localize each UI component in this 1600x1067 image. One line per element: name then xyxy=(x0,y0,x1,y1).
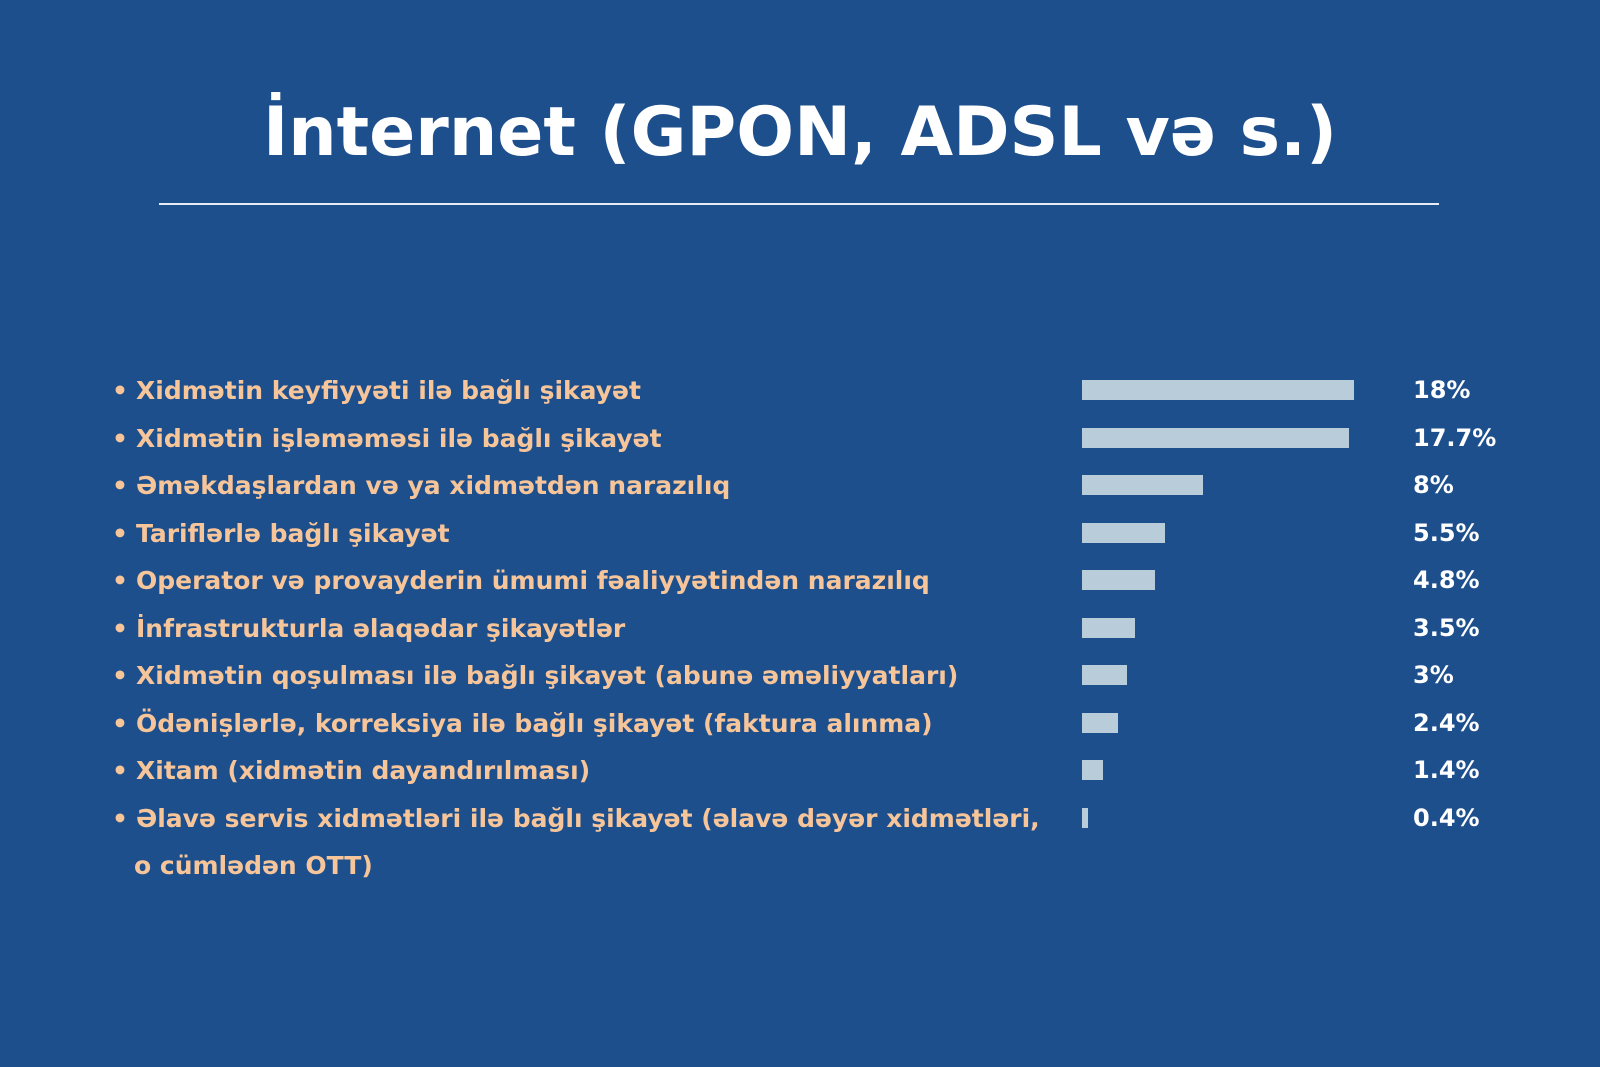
value-label: 8% xyxy=(1413,471,1454,499)
chart-row: • Əlavə servis xidmətləri ilə bağlı şikay… xyxy=(0,795,1600,880)
category-label-line: Ödənişlərlə, korreksiya ilə bağlı şikayə… xyxy=(136,708,933,738)
category-label-line: Xidmətin qoşulması ilə bağlı şikayət (ab… xyxy=(136,661,959,690)
chart-row: • Əməkdaşlardan və ya xidmətdən narazılıq… xyxy=(0,462,1600,509)
chart-row: • Tariflərlə bağlı şikayət 5.5% xyxy=(0,510,1600,557)
chart-title: İnternet (GPON, ADSL və s.) xyxy=(262,93,1338,172)
title-divider xyxy=(159,203,1439,205)
value-label: 3% xyxy=(1413,661,1454,689)
category-label: • Əməkdaşlardan və ya xidmətdən narazılıq xyxy=(112,462,1062,509)
bar xyxy=(1082,522,1166,543)
category-label: • İnfrastrukturla əlaqədar şikayətlər xyxy=(112,605,1062,652)
category-label-line: o cümlədən OTT) xyxy=(134,850,373,880)
chart-row: • İnfrastrukturla əlaqədar şikayətlər 3.5% xyxy=(0,605,1600,652)
bullet-icon: • xyxy=(112,756,128,785)
chart-row: • Ödənişlərlə, korreksiya ilə bağlı şikay… xyxy=(0,700,1600,747)
bar xyxy=(1082,475,1203,495)
category-label: • Ödənişlərlə, korreksiya ilə bağlı şikay… xyxy=(112,700,1062,747)
category-label: • Əlavə servis xidmətləri ilə bağlı şikay… xyxy=(112,795,1062,889)
category-label-line: İnfrastrukturla əlaqədar şikayətlər xyxy=(136,613,626,643)
bullet-icon: • xyxy=(112,661,128,690)
bar xyxy=(1082,712,1119,733)
category-label: • Xidmətin keyfiyyəti ilə bağlı şikayət xyxy=(112,367,1062,414)
bar xyxy=(1082,807,1089,828)
value-label: 3.5% xyxy=(1413,613,1480,642)
bar xyxy=(1082,760,1104,780)
chart-row: • Xidmətin keyfiyyəti ilə bağlı şikayət 18… xyxy=(0,367,1600,414)
category-label-line: Xidmətin keyfiyyəti ilə bağlı şikayət xyxy=(136,376,641,405)
category-label: • Xitam (xidmətin dayandırılması) xyxy=(112,747,1062,794)
category-label: • Xidmətin qoşulması ilə bağlı şikayət (a… xyxy=(112,652,1062,699)
value-label: 4.8% xyxy=(1413,566,1480,594)
chart-row: • Xidmətin işləməməsi ilə bağlı şikayət 17… xyxy=(0,415,1600,462)
bar xyxy=(1082,570,1155,590)
bullet-icon: • xyxy=(112,518,128,548)
category-label-line: Əməkdaşlardan və ya xidmətdən narazılıq xyxy=(136,471,731,500)
chart-row: • Operator və provayderin ümumi fəaliyyət… xyxy=(0,557,1600,604)
value-label: 18% xyxy=(1413,376,1471,404)
chart-row: • Xidmətin qoşulması ilə bağlı şikayət (a… xyxy=(0,652,1600,699)
bullet-icon: • xyxy=(112,803,128,833)
value-label: 5.5% xyxy=(1413,518,1480,547)
bullet-icon: • xyxy=(112,708,128,738)
value-label: 1.4% xyxy=(1413,756,1480,784)
bullet-icon: • xyxy=(112,566,128,595)
category-label-line: Operator və provayderin ümumi fəaliyyəti… xyxy=(136,566,930,595)
category-label-line: Xidmətin işləməməsi ilə bağlı şikayət xyxy=(136,423,662,453)
bar xyxy=(1082,665,1128,685)
bullet-icon: • xyxy=(112,423,128,453)
category-label: • Xidmətin işləməməsi ilə bağlı şikayət xyxy=(112,415,1062,462)
value-label: 0.4% xyxy=(1413,803,1480,832)
category-label-line: Tariflərlə bağlı şikayət xyxy=(136,518,450,548)
category-label-line: Xitam (xidmətin dayandırılması) xyxy=(136,756,591,785)
bar xyxy=(1082,617,1135,638)
bar xyxy=(1082,380,1354,400)
chart-row: • Xitam (xidmətin dayandırılması) 1.4% xyxy=(0,747,1600,794)
value-label: 17.7% xyxy=(1413,423,1497,452)
category-label: • Tariflərlə bağlı şikayət xyxy=(112,510,1062,557)
value-label: 2.4% xyxy=(1413,708,1480,737)
bullet-icon: • xyxy=(112,376,128,405)
bullet-icon: • xyxy=(112,471,128,500)
category-label-line: Əlavə servis xidmətləri ilə bağlı şikayə… xyxy=(136,803,1040,833)
bar xyxy=(1082,427,1350,448)
category-label: • Operator və provayderin ümumi fəaliyyət… xyxy=(112,557,1062,604)
bullet-icon: • xyxy=(112,613,128,643)
